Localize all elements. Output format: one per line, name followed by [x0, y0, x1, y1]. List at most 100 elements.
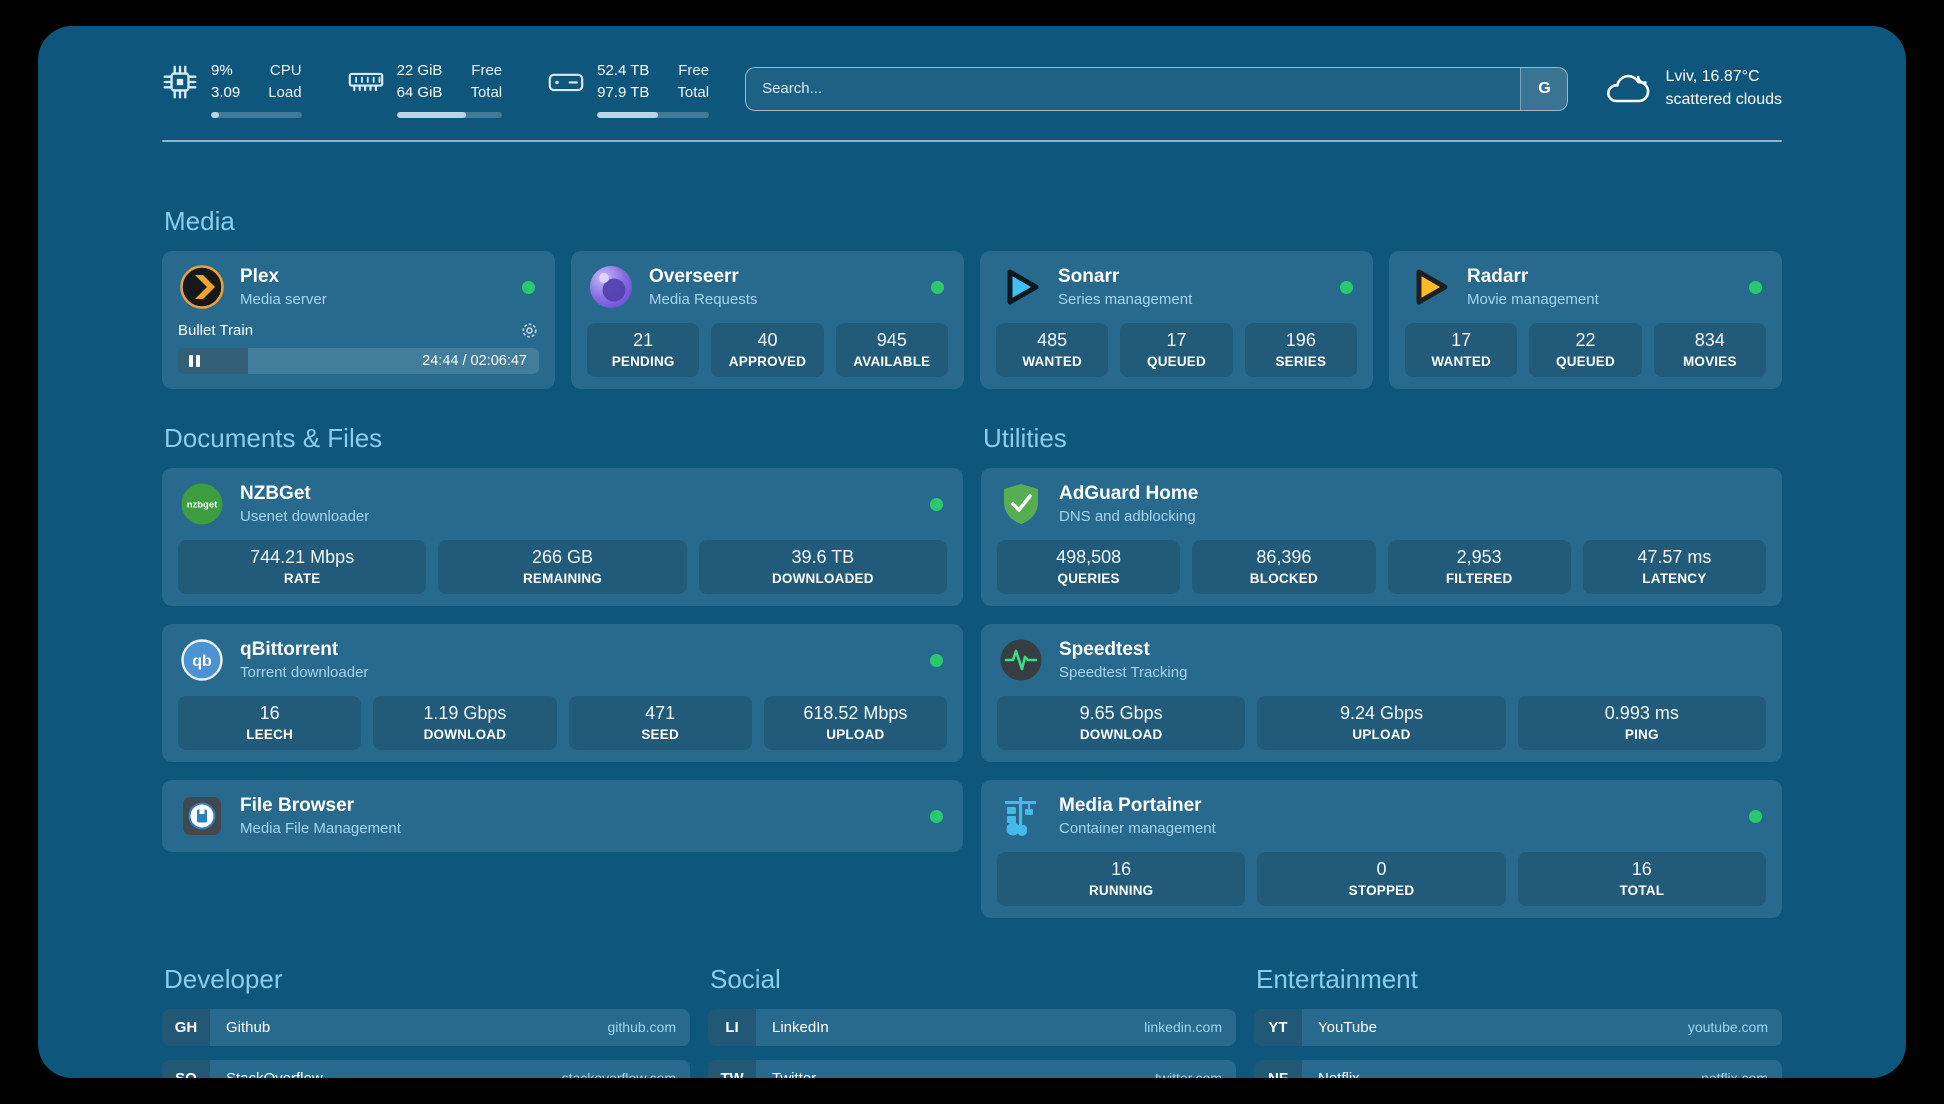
stat-available: 945 AVAILABLE	[835, 322, 948, 377]
card-title: Radarr	[1467, 265, 1529, 287]
status-dot	[522, 280, 535, 294]
stat-approved: 40 APPROVED	[711, 322, 824, 377]
card-stats: 17 WANTED 22 QUEUED 834 MOVIES	[1405, 322, 1766, 377]
card-subtitle: Speedtest Tracking	[1059, 663, 1188, 681]
card-header: Sonarr Series management	[996, 263, 1357, 311]
stat-wanted: 485 WANTED	[996, 322, 1109, 377]
stat-latency: 47.57 ms LATENCY	[1582, 539, 1766, 594]
link-linkedin[interactable]: LI LinkedIn linkedin.com	[708, 1008, 1236, 1046]
card-header: qb qBittorrent Torrent downloader	[178, 636, 947, 684]
disk-labels: Free Total	[677, 62, 710, 101]
disk-values: 52.4 TB 97.9 TB	[597, 62, 650, 101]
card-title: Overseerr	[649, 265, 739, 287]
playback-progress-bar[interactable]: 24:44 / 02:06:47	[178, 347, 539, 374]
card-header-text: NZBGet Usenet downloader	[240, 483, 369, 525]
link-name: Twitter	[772, 1069, 817, 1079]
card-speedtest[interactable]: Speedtest Speedtest Tracking 9.65 Gbps DOWN…	[981, 623, 1782, 762]
cpu-values: 9% 3.09	[211, 62, 241, 101]
status-dot	[930, 809, 943, 823]
card-title: Media Portainer	[1059, 794, 1202, 816]
link-name: YouTube	[1318, 1018, 1377, 1036]
status-dot	[1749, 809, 1762, 823]
utilities-cards: AdGuard Home DNS and adblocking 498,508 QUE…	[981, 467, 1782, 918]
disk-icon	[548, 64, 584, 100]
media-cards-grid: Plex Media server Bullet Train 24:44 / 02:0…	[162, 250, 1782, 389]
plex-icon	[178, 263, 226, 311]
search-bar: G	[745, 66, 1569, 111]
search-input[interactable]	[746, 67, 1521, 110]
card-plex[interactable]: Plex Media server Bullet Train 24:44 / 02:0…	[162, 250, 555, 389]
card-qbittorrent[interactable]: qb qBittorrent Torrent downloader 16 LEECH 1.…	[162, 623, 963, 762]
disk-progress-bar	[597, 111, 710, 118]
stat-series: 196 SERIES	[1244, 322, 1357, 377]
cpu-progress-bar	[211, 111, 302, 118]
section-title-social: Social	[710, 963, 781, 994]
card-overseerr[interactable]: Overseerr Media Requests 21 PENDING 40 APPROV…	[571, 250, 964, 389]
svg-text:nzbget: nzbget	[187, 499, 218, 510]
section-utilities: Utilities AdGuard Home DNS and adblocking…	[981, 423, 1782, 918]
card-header-text: File Browser Media File Management	[240, 795, 401, 837]
sonarr-icon	[996, 263, 1044, 311]
card-nzbget[interactable]: nzbget NZBGet Usenet downloader 744.21 Mbps…	[162, 467, 963, 606]
system-stats: 9% 3.09 CPU Load 22 GiB 64 GiB Free Total 52.4 T…	[162, 60, 710, 118]
link-stackoverflow[interactable]: SO StackOverflow stackoverflow.com	[162, 1059, 690, 1078]
stat-rate: 744.21 Mbps RATE	[178, 539, 427, 594]
link-url: linkedin.com	[1144, 1019, 1222, 1035]
card-subtitle: DNS and adblocking	[1059, 507, 1196, 525]
documents-files-cards: nzbget NZBGet Usenet downloader 744.21 Mbps…	[162, 467, 963, 852]
card-header: Media Portainer Container management	[997, 792, 1766, 840]
ram-values: 22 GiB 64 GiB	[396, 62, 443, 101]
link-netflix[interactable]: NF Netflix netflix.com	[1254, 1059, 1782, 1078]
stat-wanted: 17 WANTED	[1405, 322, 1518, 377]
link-url: github.com	[607, 1019, 676, 1035]
link-twitter[interactable]: TW Twitter twitter.com	[708, 1059, 1236, 1079]
link-url: twitter.com	[1155, 1070, 1222, 1078]
card-filebrowser[interactable]: File Browser Media File Management	[162, 779, 963, 852]
gear-icon[interactable]	[520, 321, 539, 340]
stat-movies: 834 MOVIES	[1653, 322, 1766, 377]
card-header: File Browser Media File Management	[178, 792, 947, 840]
weather-widget[interactable]: Lviv, 16.87°C scattered clouds	[1604, 66, 1782, 111]
card-header-text: Plex Media server	[240, 266, 327, 308]
stat-queued: 22 QUEUED	[1529, 322, 1642, 377]
search-engine-button[interactable]: G	[1520, 67, 1568, 110]
card-adguard[interactable]: AdGuard Home DNS and adblocking 498,508 QUE…	[981, 467, 1782, 606]
nzbget-icon: nzbget	[178, 480, 226, 528]
now-playing-row: Bullet Train	[178, 321, 539, 340]
pause-icon[interactable]	[189, 354, 200, 367]
cpu-labels: CPU Load	[268, 62, 302, 101]
card-header-text: Speedtest Speedtest Tracking	[1059, 639, 1187, 681]
card-subtitle: Movie management	[1467, 290, 1599, 308]
card-title: File Browser	[240, 794, 355, 816]
section-title-entertainment: Entertainment	[1256, 963, 1418, 994]
card-header: Plex Media server	[178, 263, 539, 311]
link-youtube[interactable]: YT YouTube youtube.com	[1254, 1008, 1782, 1046]
playback-time: 24:44 / 02:06:47	[422, 352, 527, 369]
card-title: Sonarr	[1058, 265, 1120, 287]
disk-stat: 52.4 TB 97.9 TB Free Total	[548, 60, 710, 118]
card-header: Speedtest Speedtest Tracking	[997, 636, 1766, 684]
now-playing-title: Bullet Train	[178, 321, 254, 339]
link-github[interactable]: GH Github github.com	[162, 1008, 690, 1046]
card-radarr[interactable]: Radarr Movie management 17 WANTED 22 QUEUED 83…	[1389, 250, 1782, 389]
link-rows: LI LinkedIn linkedin.com TW Twitter twitter.c…	[708, 1008, 1236, 1079]
stat-total: 16 TOTAL	[1517, 851, 1766, 906]
link-abbr: NF	[1254, 1059, 1302, 1078]
link-abbr: GH	[162, 1008, 210, 1046]
radarr-icon	[1405, 263, 1453, 311]
card-sonarr[interactable]: Sonarr Series management 485 WANTED 17 QUEUED…	[980, 250, 1373, 389]
section-title-media: Media	[164, 205, 235, 236]
card-header-text: Radarr Movie management	[1467, 266, 1599, 308]
link-section-developer: Developer GH Github github.com SO StackOverfl…	[162, 963, 690, 1078]
svg-text:qb: qb	[192, 653, 212, 670]
section-title-developer: Developer	[164, 963, 283, 994]
status-dot	[930, 653, 943, 667]
header: 9% 3.09 CPU Load 22 GiB 64 GiB Free Total 52.4 T…	[162, 60, 1782, 118]
status-dot	[1340, 280, 1353, 294]
link-rows: YT YouTube youtube.com NF Netflix netflix.com…	[1254, 1008, 1782, 1078]
card-subtitle: Media Requests	[649, 290, 758, 308]
card-header: AdGuard Home DNS and adblocking	[997, 480, 1766, 528]
disk-progress-fill	[597, 111, 658, 118]
link-rows: GH Github github.com SO StackOverflow stackov…	[162, 1008, 690, 1078]
card-portainer[interactable]: Media Portainer Container management 16 RUN…	[981, 779, 1782, 918]
